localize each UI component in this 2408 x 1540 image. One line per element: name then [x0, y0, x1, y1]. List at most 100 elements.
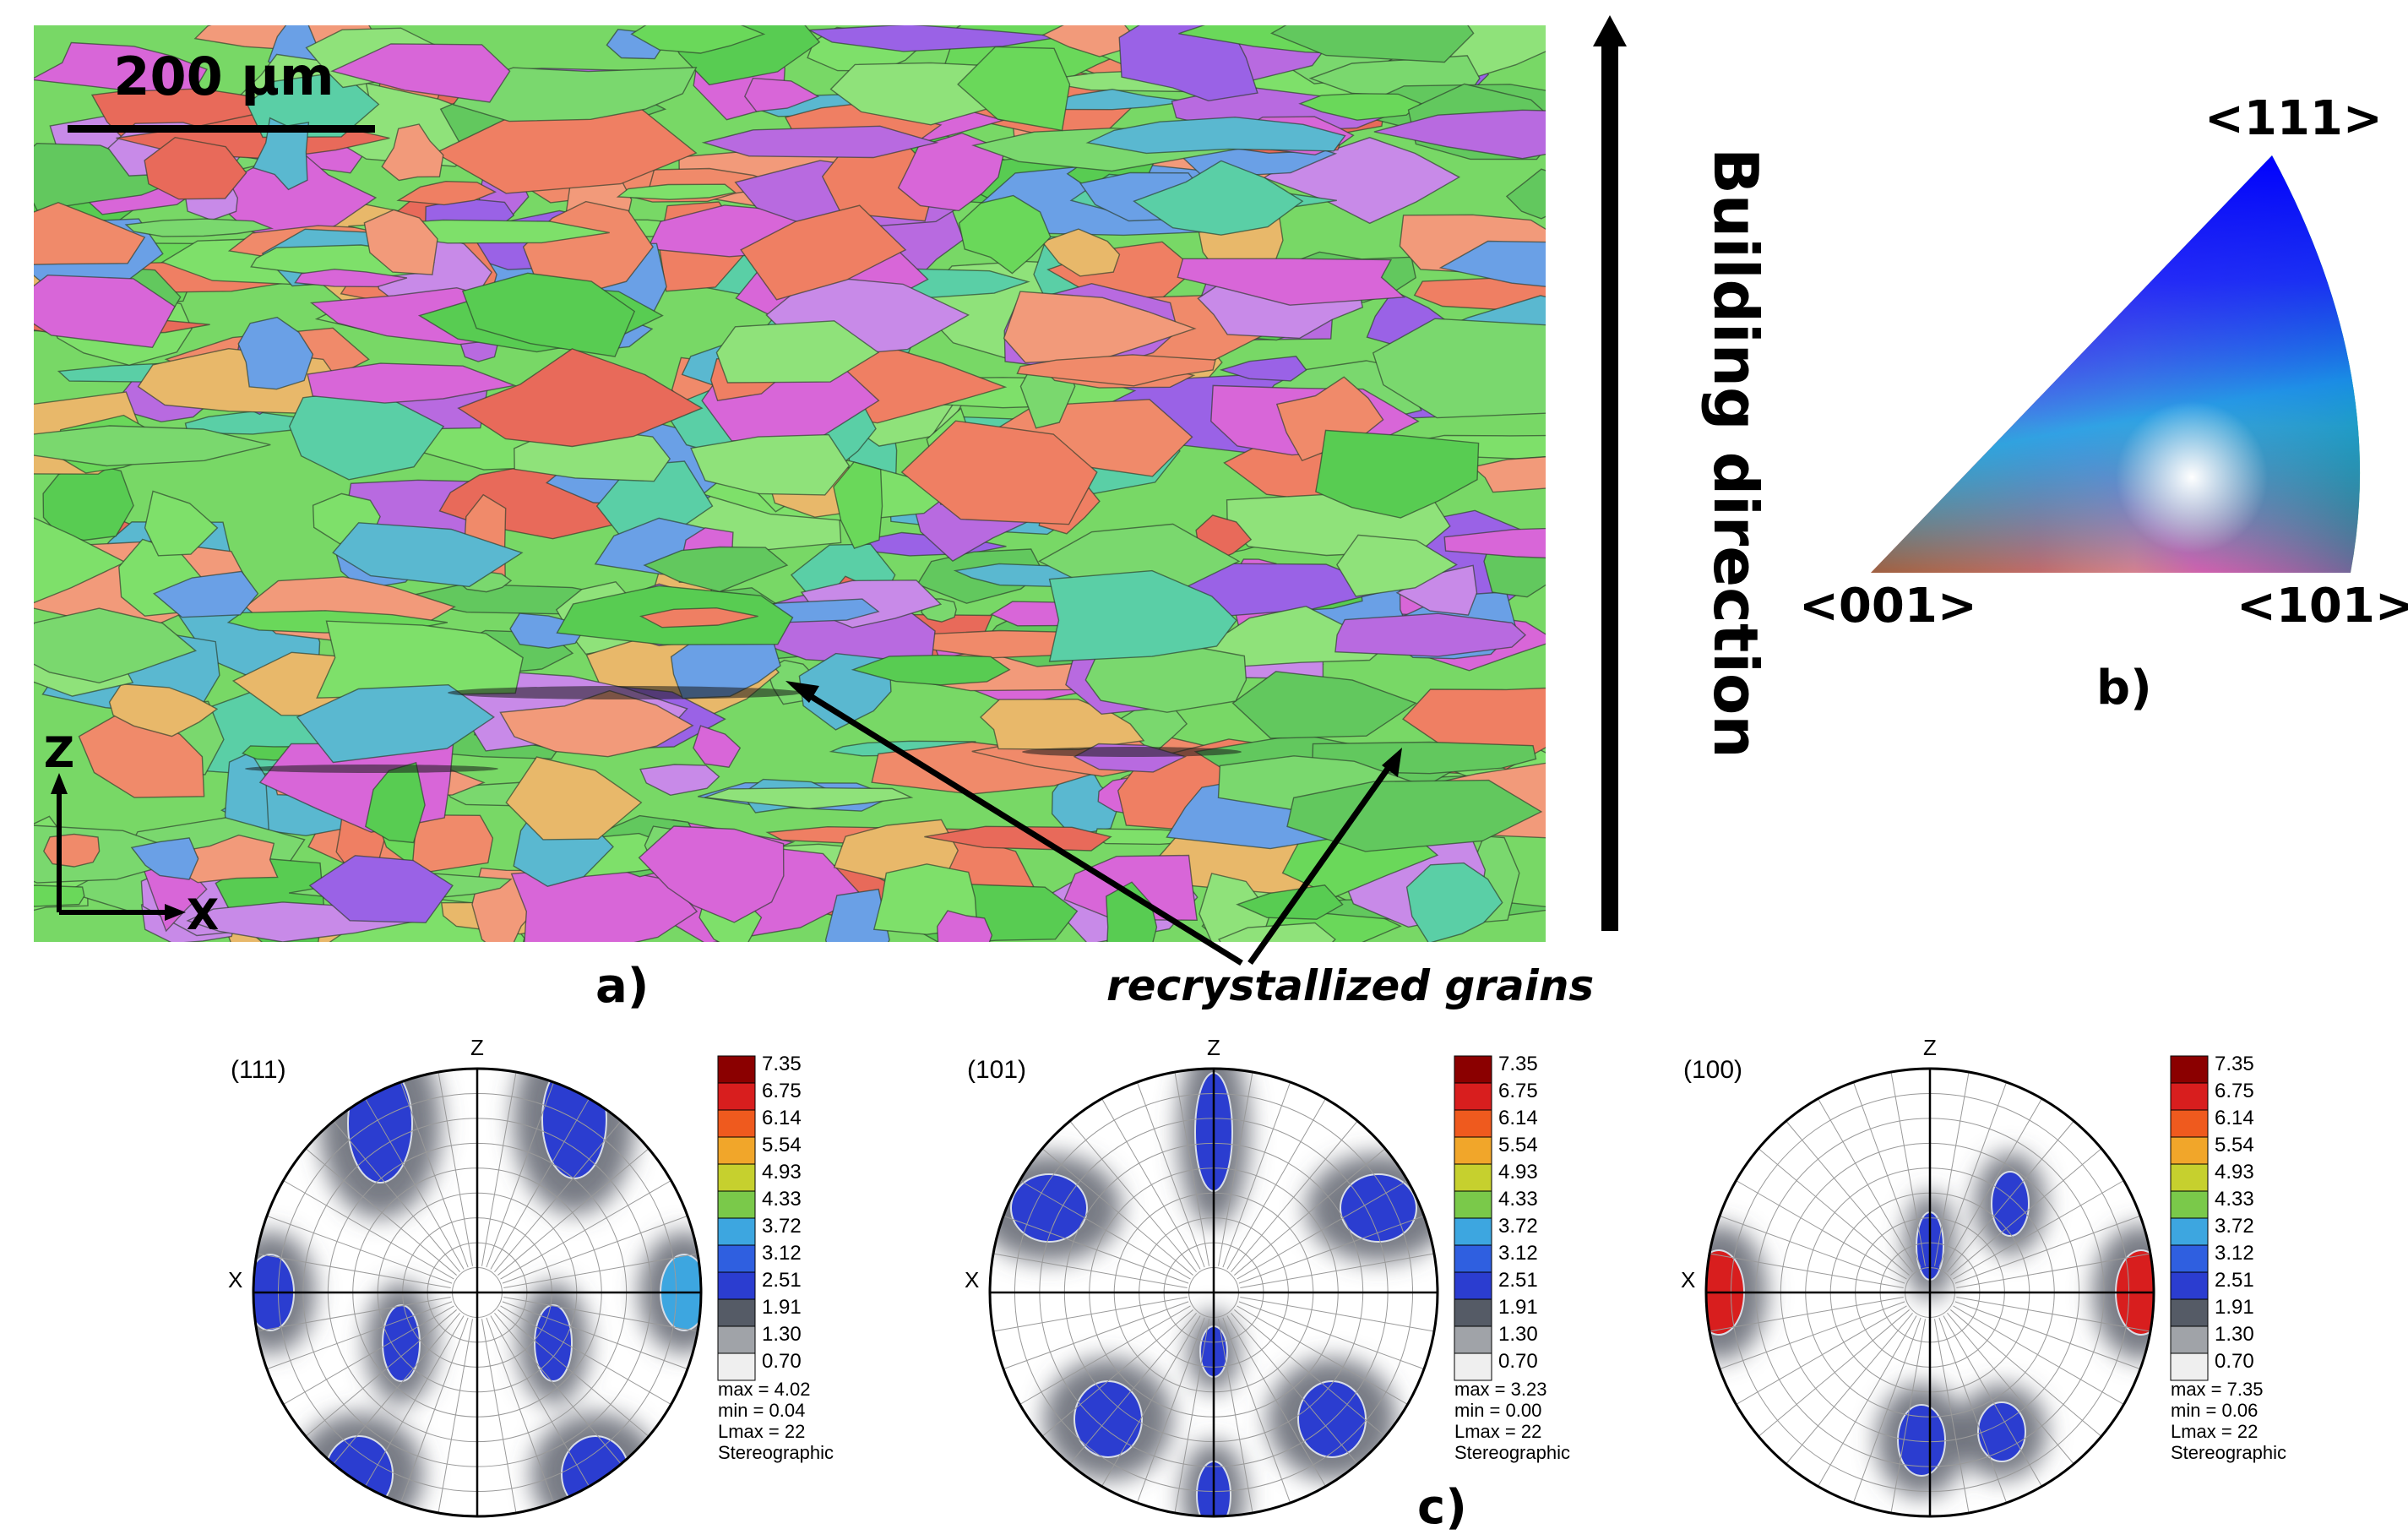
- pole-figure-min: min = 0.00: [1454, 1400, 1542, 1421]
- x-axis-label: X: [187, 890, 220, 939]
- grain: [381, 123, 444, 182]
- legend-swatch: [1454, 1325, 1492, 1354]
- arrow-right-head: [1382, 748, 1402, 777]
- grain: [643, 546, 789, 593]
- legend-swatch: [2170, 1136, 2209, 1165]
- scale-bar-label: 200 µm: [113, 46, 334, 107]
- grain: [701, 125, 939, 159]
- legend-swatch: [717, 1352, 756, 1381]
- grain: [1003, 291, 1197, 364]
- legend-value: 7.35: [1498, 1053, 1538, 1075]
- legend-value: 4.93: [1498, 1161, 1538, 1184]
- grain: [34, 607, 197, 684]
- grain: [330, 43, 511, 103]
- legend-value: 4.33: [2215, 1188, 2254, 1211]
- grain: [957, 46, 1071, 132]
- grain: [34, 41, 208, 92]
- legend-swatch: [2170, 1082, 2209, 1111]
- grain: [1413, 276, 1546, 312]
- grain: [1372, 318, 1546, 419]
- legend-value: 3.12: [1498, 1242, 1538, 1265]
- grain: [1443, 527, 1546, 559]
- legend-value: 2.51: [1498, 1269, 1538, 1292]
- legend-value: 0.70: [1498, 1350, 1538, 1373]
- pole-figure-lmax: Lmax = 22: [1454, 1421, 1542, 1442]
- grain: [1336, 534, 1458, 597]
- grain: [1084, 640, 1247, 713]
- grain: [704, 786, 914, 810]
- grain: [1505, 168, 1546, 220]
- grain: [294, 268, 408, 288]
- grain: [1016, 354, 1216, 387]
- legend-swatch: [717, 1163, 756, 1192]
- grain: [108, 683, 219, 737]
- grain: [807, 25, 1063, 52]
- legend-value: 1.91: [1498, 1296, 1538, 1319]
- grain: [1118, 25, 1258, 102]
- grain: [1395, 564, 1478, 616]
- legend-swatch: [717, 1082, 756, 1111]
- legend-swatch: [1454, 1244, 1492, 1273]
- legend-swatch: [1454, 1055, 1492, 1084]
- grain: [130, 837, 199, 880]
- legend-swatch: [1454, 1163, 1492, 1192]
- legend-value: 3.12: [2215, 1242, 2254, 1265]
- grain: [307, 362, 517, 404]
- grain: [457, 348, 704, 448]
- legend-value: 2.51: [762, 1269, 802, 1292]
- grain: [851, 654, 1011, 686]
- legend-value: 6.14: [1498, 1107, 1538, 1129]
- grain: [958, 194, 1052, 275]
- legend-swatch: [1454, 1190, 1492, 1219]
- legend-swatch: [2170, 1298, 2209, 1327]
- legend-value: 1.91: [762, 1296, 802, 1319]
- building-direction-shaft: [1601, 42, 1618, 931]
- grain: [1085, 116, 1346, 155]
- recrystallized-band: [448, 686, 802, 699]
- legend-value: 1.30: [2215, 1323, 2254, 1346]
- grain: [34, 274, 176, 349]
- pole-figure-title: (111): [231, 1056, 286, 1084]
- recrystallized-band: [1022, 747, 1242, 757]
- grain: [1218, 922, 1336, 942]
- grain: [34, 425, 271, 467]
- legend-swatch: [717, 1190, 756, 1219]
- grain: [237, 316, 314, 390]
- legend-value: 3.72: [2215, 1215, 2254, 1238]
- pole-density-blob: [1897, 1404, 1946, 1477]
- grain: [1334, 612, 1527, 657]
- ipf-corner-101: <101>: [2237, 579, 2408, 634]
- grain: [1219, 356, 1307, 382]
- grain: [332, 522, 524, 588]
- legend-value: 6.75: [2215, 1080, 2254, 1102]
- pole-figure-min: min = 0.06: [2171, 1400, 2259, 1421]
- legend-swatch: [717, 1244, 756, 1273]
- grain: [897, 132, 1006, 212]
- legend-value: 2.51: [2215, 1269, 2254, 1292]
- z-axis-arrowhead: [51, 773, 68, 794]
- legend-value: 1.91: [2215, 1296, 2254, 1319]
- pole-figure-axis-x: X: [1681, 1267, 1696, 1292]
- grain: [690, 433, 851, 496]
- legend-value: 0.70: [762, 1350, 802, 1373]
- legend-value: 7.35: [762, 1053, 802, 1075]
- legend-swatch: [1454, 1136, 1492, 1165]
- grain: [144, 490, 219, 557]
- legend-value: 5.54: [762, 1134, 802, 1156]
- grain: [1298, 93, 1422, 121]
- grain: [252, 117, 310, 191]
- grain: [1471, 456, 1546, 493]
- grain-layer: [34, 25, 1546, 942]
- legend-swatch: [2170, 1109, 2209, 1138]
- legend-value: 4.33: [1498, 1188, 1538, 1211]
- pole-figure-axis-z: Z: [1923, 1035, 1937, 1060]
- legend-swatch: [2170, 1271, 2209, 1300]
- legend-swatch: [2170, 1244, 2209, 1273]
- grain: [34, 517, 127, 604]
- grain: [900, 420, 1098, 525]
- grain: [1177, 258, 1406, 306]
